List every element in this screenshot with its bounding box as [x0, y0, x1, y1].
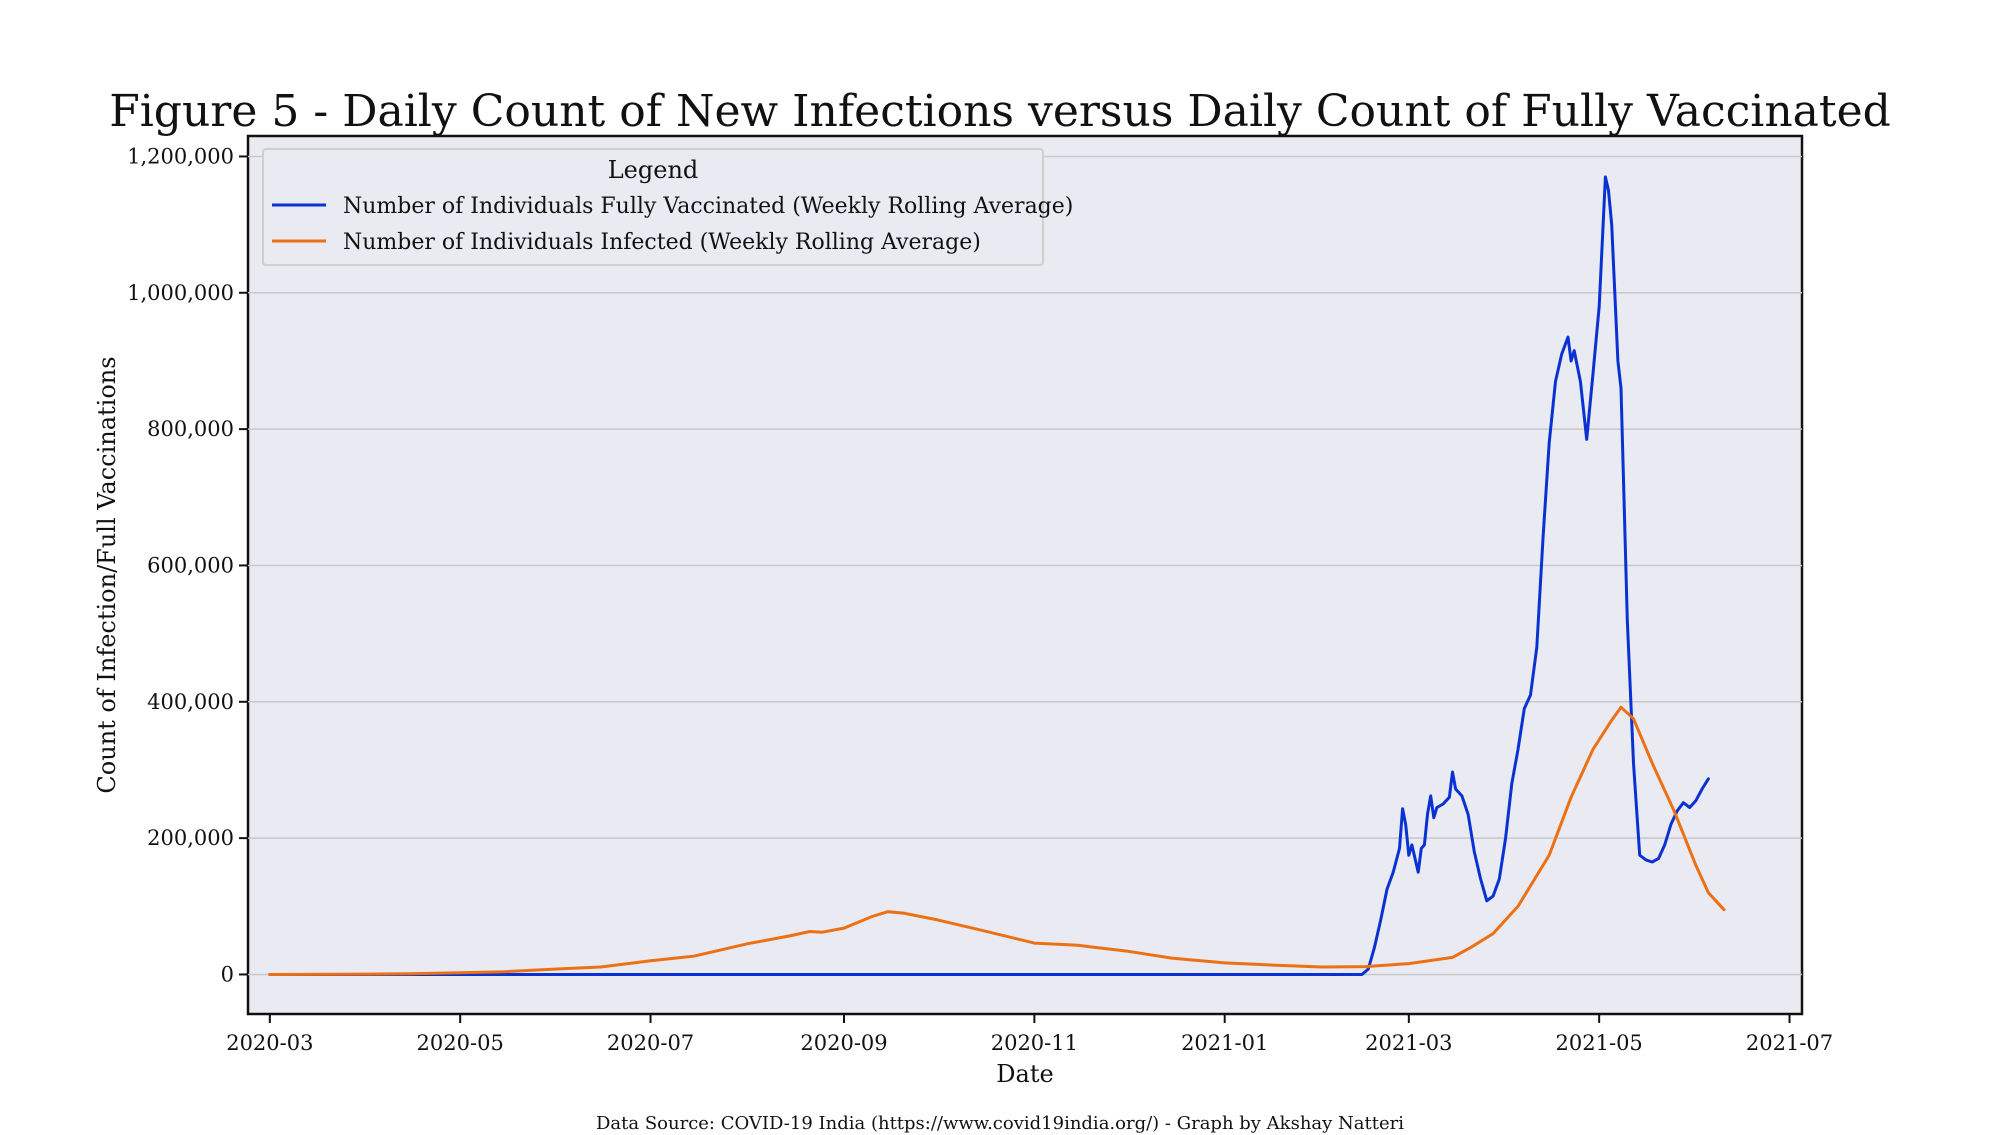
- x-tick-label: 2020-11: [991, 1031, 1078, 1055]
- chart-title: Figure 5 - Daily Count of New Infections…: [109, 86, 1891, 137]
- x-tick-label: 2021-01: [1181, 1031, 1268, 1055]
- legend-label-infected: Number of Individuals Infected (Weekly R…: [343, 230, 981, 255]
- y-tick-label: 1,000,000: [127, 281, 234, 305]
- y-axis: 0 200,000 400,000 600,000 800,000 1,000,000 1,…: [127, 144, 248, 986]
- x-tick-label: 2021-07: [1746, 1031, 1833, 1055]
- y-tick-label: 600,000: [147, 553, 234, 577]
- series-line-vaccinated: [268, 175, 1710, 976]
- series-line-infected: [268, 705, 1726, 976]
- x-axis-label: Date: [996, 1060, 1053, 1088]
- x-tick-label: 2020-09: [800, 1031, 887, 1055]
- legend-label-vaccinated: Number of Individuals Fully Vaccinated (…: [343, 194, 1073, 219]
- y-tick-label: 400,000: [147, 690, 234, 714]
- legend-box: [262, 148, 1044, 266]
- series-layer: [268, 175, 1726, 976]
- x-tick-label: 2021-05: [1556, 1031, 1643, 1055]
- x-tick-label: 2021-03: [1365, 1031, 1452, 1055]
- plot-area: [246, 134, 1804, 1016]
- y-axis-label: Count of Infection/Full Vaccinations: [93, 356, 121, 793]
- y-tick-label: 1,200,000: [127, 144, 234, 168]
- data-source-note: Data Source: COVID-19 India (https://www…: [596, 1113, 1404, 1134]
- x-tick-label: 2020-03: [226, 1031, 313, 1055]
- legend: Legend Number of Individuals Fully Vacci…: [262, 148, 1073, 266]
- x-tick-label: 2020-05: [417, 1031, 504, 1055]
- x-axis: 2020-03 2020-05 2020-07 2020-09 2020-11 2021-…: [226, 1014, 1833, 1055]
- y-tick-label: 800,000: [147, 417, 234, 441]
- y-tick-label: 200,000: [147, 826, 234, 850]
- legend-title: Legend: [608, 156, 699, 184]
- x-tick-label: 2020-07: [607, 1031, 694, 1055]
- y-tick-label: 0: [221, 962, 234, 986]
